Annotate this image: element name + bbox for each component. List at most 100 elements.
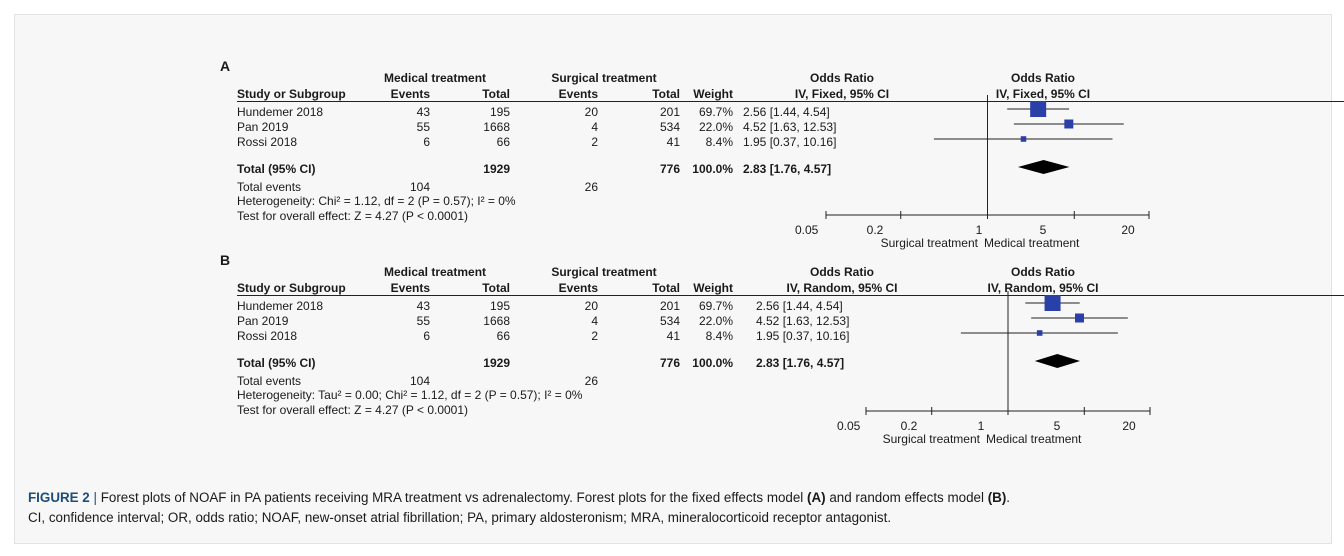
col-weight: Weight (693, 281, 733, 295)
col-events1: Events (390, 281, 430, 295)
events-group2: 26 (584, 374, 598, 388)
heterogeneity-text: Heterogeneity: Chi² = 1.12, df = 2 (P = … (237, 194, 516, 208)
study-total2: 201 (659, 105, 680, 119)
study-total2: 534 (659, 120, 680, 134)
study-events2: 20 (584, 299, 598, 313)
study-total1: 1668 (483, 120, 510, 134)
col-total1: Total (482, 281, 510, 295)
col-study: Study or Subgroup (237, 87, 346, 101)
axis-tick-label: 0.05 (795, 223, 819, 237)
study-marker (1020, 136, 1027, 142)
heterogeneity-text: Heterogeneity: Tau² = 0.00; Chi² = 1.12,… (237, 388, 583, 402)
axis-tick-label: 5 (1039, 223, 1047, 237)
study-weight: 69.7% (698, 105, 733, 119)
col-total2: Total (652, 281, 680, 295)
study-events1: 43 (416, 299, 430, 313)
caption-line-2: CI, confidence interval; OR, odds ratio;… (28, 510, 892, 525)
group2-header: Surgical treatment (551, 265, 657, 279)
figure-frame (14, 14, 1332, 544)
study-weight: 8.4% (705, 135, 733, 149)
total-label: Total (95% CI) (237, 356, 316, 370)
study-events2: 2 (591, 329, 598, 343)
col-weight: Weight (693, 87, 733, 101)
study-events1: 55 (416, 314, 430, 328)
study-total1: 195 (489, 105, 510, 119)
forest-plot-b (865, 291, 1151, 415)
axis-left-label: Surgical treatment (880, 236, 978, 250)
caption-text: and random effects model (829, 490, 984, 505)
study-marker (1064, 119, 1074, 129)
study-ci: 4.52 [1.63, 12.53] (756, 314, 850, 328)
study-events1: 55 (416, 120, 430, 134)
total-total2: 776 (659, 356, 680, 370)
axis-tick-label: 5 (1053, 419, 1061, 433)
study-weight: 22.0% (698, 120, 733, 134)
study-marker (1044, 295, 1061, 311)
study-name: Hundemer 2018 (237, 105, 324, 119)
forest-panel-b: B Medical treatment Surgical treatment O… (0, 251, 1344, 451)
col-effect-method: IV, Random, 95% CI (786, 281, 898, 295)
total-ci: 2.83 [1.76, 4.57] (743, 162, 832, 176)
study-total2: 41 (666, 329, 680, 343)
header-rule (237, 101, 1344, 102)
study-total2: 41 (666, 135, 680, 149)
study-total1: 195 (489, 299, 510, 313)
col-events2: Events (558, 87, 598, 101)
header-rule (237, 295, 1344, 296)
figure-caption: FIGURE 2 | Forest plots of NOAF in PA pa… (28, 488, 1328, 528)
axis-tick-label: 0.2 (866, 223, 884, 237)
plot-title: Odds Ratio (1010, 265, 1075, 279)
study-name: Hundemer 2018 (237, 299, 324, 313)
total-total1: 1929 (483, 162, 510, 176)
group1-header: Medical treatment (383, 265, 487, 279)
axis-tick-label: 0.2 (900, 419, 918, 433)
caption-ref-b: (B) (987, 490, 1007, 505)
study-events2: 4 (591, 120, 598, 134)
overall-effect-text: Test for overall effect: Z = 4.27 (P < 0… (237, 209, 469, 223)
caption-line-1: FIGURE 2 | Forest plots of NOAF in PA pa… (28, 488, 1328, 508)
study-total2: 534 (659, 314, 680, 328)
plot-method: IV, Fixed, 95% CI (995, 87, 1091, 101)
study-ci: 1.95 [0.37, 10.16] (743, 135, 837, 149)
total-total1: 1929 (483, 356, 510, 370)
study-events2: 2 (591, 135, 598, 149)
study-marker (1075, 313, 1084, 323)
events-label: Total events (237, 180, 302, 194)
events-group1: 104 (409, 374, 430, 388)
overall-effect-text: Test for overall effect: Z = 4.27 (P < 0… (237, 403, 469, 417)
total-weight: 100.0% (692, 356, 733, 370)
axis-tick-label: 1 (975, 223, 983, 237)
forest-panel-a: A Medical treatment Surgical treatment O… (0, 57, 1344, 257)
study-events2: 20 (584, 105, 598, 119)
total-ci: 2.83 [1.76, 4.57] (756, 356, 845, 370)
events-group1: 104 (409, 180, 430, 194)
col-total1: Total (482, 87, 510, 101)
study-total1: 66 (496, 135, 510, 149)
study-events1: 6 (423, 329, 430, 343)
study-marker (1030, 101, 1047, 117)
study-events1: 43 (416, 105, 430, 119)
pooled-diamond (1017, 160, 1070, 174)
study-total2: 201 (659, 299, 680, 313)
total-weight: 100.0% (692, 162, 733, 176)
study-weight: 69.7% (698, 299, 733, 313)
study-marker (1036, 330, 1043, 336)
events-label: Total events (237, 374, 302, 388)
caption-ref-a: (A) (807, 490, 826, 505)
group2-header: Surgical treatment (551, 71, 657, 85)
col-effect-method: IV, Fixed, 95% CI (794, 87, 890, 101)
axis-tick-label: 20 (1122, 419, 1136, 433)
col-events2: Events (558, 281, 598, 295)
axis-tick-label: 20 (1121, 223, 1135, 237)
study-name: Pan 2019 (237, 120, 289, 134)
study-ci: 2.56 [1.44, 4.54] (743, 105, 830, 119)
study-weight: 22.0% (698, 314, 733, 328)
study-name: Pan 2019 (237, 314, 289, 328)
col-events1: Events (390, 87, 430, 101)
effect-title: Odds Ratio (809, 71, 874, 85)
forest-plot-a (825, 95, 1150, 219)
axis-right-label: Medical treatment (986, 432, 1082, 446)
panel-letter: A (220, 58, 231, 74)
caption-label: FIGURE 2 (28, 490, 90, 505)
study-total1: 66 (496, 329, 510, 343)
